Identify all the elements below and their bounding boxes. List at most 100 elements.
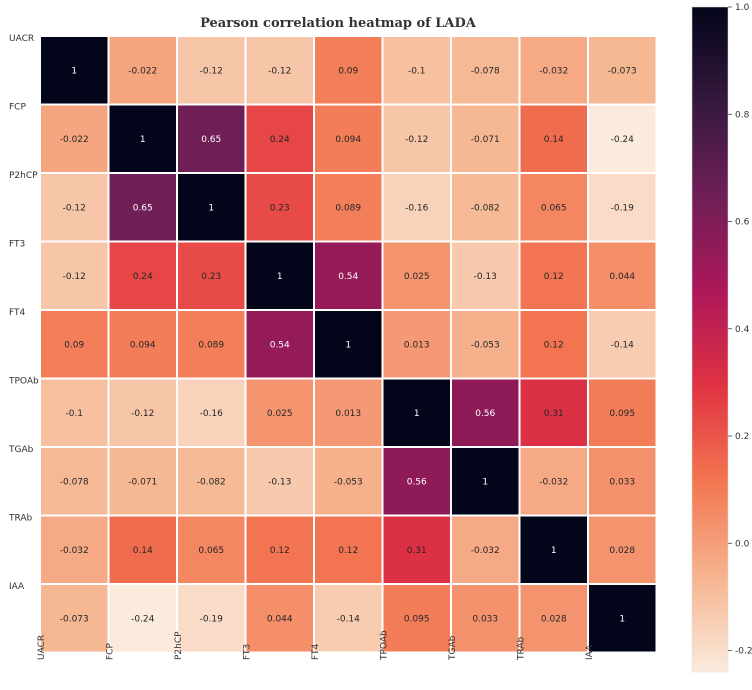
y-tick-label-FT3: FT3 bbox=[9, 240, 25, 250]
cell-value-label: -0.19 bbox=[611, 203, 635, 213]
heatmap-cell-FCP-TGAb bbox=[450, 103, 521, 174]
heatmap-cell-IAA-TGAb bbox=[450, 583, 521, 654]
cell-value-label: 0.013 bbox=[335, 409, 361, 419]
heatmap-cell-IAA-FT3 bbox=[244, 583, 315, 654]
cell-value-label: -0.12 bbox=[405, 135, 428, 145]
heatmap-cell-FT3-FT3 bbox=[244, 240, 315, 311]
cell-value-label: 0.23 bbox=[201, 272, 221, 282]
heatmap-cell-FCP-UACR bbox=[39, 103, 110, 174]
colorbar-tick-label: 0.8 bbox=[735, 110, 750, 120]
cell-value-label: 0.094 bbox=[335, 135, 361, 145]
x-tick-label-TGAb: TGAb bbox=[448, 635, 458, 661]
heatmap-cell-TGAb-FCP bbox=[107, 446, 178, 517]
x-tick-label-FCP: FCP bbox=[106, 643, 116, 660]
heatmap-cell-FCP-IAA bbox=[587, 103, 658, 174]
cell-value-label: 0.14 bbox=[133, 546, 153, 556]
cell-value-label: -0.13 bbox=[268, 477, 291, 487]
cell-value-label: -0.032 bbox=[471, 546, 500, 556]
y-tick-label-TRAb: TRAb bbox=[8, 514, 33, 524]
heatmap-cell-FCP-TRAb bbox=[518, 103, 589, 174]
cell-value-label: 0.044 bbox=[267, 614, 293, 624]
cell-value-label: 1 bbox=[619, 614, 625, 624]
x-axis-labels: UACR FCP P2hCP FT3 FT4 TPOAb TGAb TRAb IAA bbox=[37, 630, 595, 661]
heatmap-cell-UACR-FCP bbox=[107, 35, 178, 106]
heatmap-cell-P2hCP-P2hCP bbox=[176, 172, 247, 243]
heatmap-cell-IAA-IAA bbox=[587, 583, 658, 654]
x-tick-label-P2hCP: P2hCP bbox=[174, 631, 184, 660]
heatmap-cell-FT4-TPOAb bbox=[381, 309, 452, 380]
cell-value-label: -0.071 bbox=[471, 135, 500, 145]
cell-value-label: 1 bbox=[551, 546, 557, 556]
heatmap-cell-UACR-TPOAb bbox=[381, 35, 452, 106]
cell-value-label: -0.053 bbox=[334, 477, 363, 487]
cell-value-label: 0.56 bbox=[407, 477, 427, 487]
heatmap-cell-P2hCP-FT4 bbox=[313, 172, 384, 243]
heatmap-cell-TPOAb-P2hCP bbox=[176, 377, 247, 448]
cell-value-label: 0.31 bbox=[407, 546, 427, 556]
cell-value-label: 0.033 bbox=[609, 477, 635, 487]
heatmap-cell-TRAb-P2hCP bbox=[176, 514, 247, 585]
heatmap-cell-TGAb-FT4 bbox=[313, 446, 384, 517]
heatmap-cell-TPOAb-TPOAb bbox=[381, 377, 452, 448]
cell-value-label: 0.65 bbox=[201, 135, 221, 145]
heatmap-cell-TPOAb-FCP bbox=[107, 377, 178, 448]
heatmap-cell-TPOAb-FT3 bbox=[244, 377, 315, 448]
colorbar-tick-label: 0.6 bbox=[735, 218, 750, 228]
x-tick-label-FT4: FT4 bbox=[311, 643, 321, 660]
cell-value-label: -0.24 bbox=[131, 614, 155, 624]
cell-value-label: 0.14 bbox=[544, 135, 564, 145]
cell-value-label: 0.54 bbox=[270, 340, 290, 350]
x-tick-label-IAA: IAA bbox=[585, 644, 595, 660]
heatmap-cell-TRAb-UACR bbox=[39, 514, 110, 585]
x-tick-label-TRAb: TRAb bbox=[517, 636, 527, 661]
cell-value-label: 1 bbox=[277, 272, 283, 282]
cell-value-label: 0.028 bbox=[541, 614, 567, 624]
cell-value-label: 0.094 bbox=[130, 340, 156, 350]
heatmap-cell-UACR-UACR bbox=[39, 35, 110, 106]
heatmap-cells: 1 -0.022 -0.12 -0.12 0.09 -0.1 -0.078 -0.032 -0.… bbox=[39, 35, 658, 654]
cell-value-label: 1 bbox=[345, 340, 351, 350]
heatmap-cell-P2hCP-IAA bbox=[587, 172, 658, 243]
cell-value-label: -0.078 bbox=[471, 66, 500, 76]
cell-value-label: -0.14 bbox=[337, 614, 361, 624]
x-tick-label-TPOAb: TPOAb bbox=[380, 630, 390, 661]
cell-value-label: 0.09 bbox=[64, 340, 84, 350]
cell-value-label: -0.19 bbox=[200, 614, 224, 624]
y-tick-label-P2hCP: P2hCP bbox=[9, 171, 38, 181]
cell-value-label: -0.12 bbox=[200, 66, 223, 76]
y-tick-label-TPOAb: TPOAb bbox=[8, 377, 39, 387]
cell-value-label: -0.1 bbox=[408, 66, 426, 76]
heatmap-cell-FT4-IAA bbox=[587, 309, 658, 380]
x-tick-label-UACR: UACR bbox=[37, 635, 47, 660]
cell-value-label: -0.14 bbox=[611, 340, 635, 350]
cell-value-label: 0.23 bbox=[270, 203, 290, 213]
cell-value-label: 1 bbox=[71, 66, 77, 76]
cell-value-label: -0.12 bbox=[63, 272, 86, 282]
cell-value-label: 1 bbox=[414, 409, 420, 419]
heatmap-cell-FCP-P2hCP bbox=[176, 103, 247, 174]
cell-value-label: 0.044 bbox=[609, 272, 635, 282]
heatmap-cell-IAA-P2hCP bbox=[176, 583, 247, 654]
x-tick-label-FT3: FT3 bbox=[243, 644, 253, 660]
cell-value-label: 0.12 bbox=[338, 546, 358, 556]
cell-value-label: -0.022 bbox=[128, 66, 157, 76]
heatmap-cell-IAA-TPOAb bbox=[381, 583, 452, 654]
cell-value-label: 0.025 bbox=[404, 272, 430, 282]
cell-value-label: 0.028 bbox=[609, 546, 635, 556]
cell-value-label: -0.1 bbox=[65, 409, 83, 419]
colorbar bbox=[691, 6, 729, 673]
colorbar-tick-label: 0.0 bbox=[735, 539, 750, 549]
heatmap-cell-TRAb-IAA bbox=[587, 514, 658, 585]
cell-value-label: 0.24 bbox=[270, 135, 290, 145]
cell-value-label: -0.082 bbox=[197, 477, 226, 487]
y-tick-label-TGAb: TGAb bbox=[8, 445, 34, 455]
colorbar-tick-label: 0.2 bbox=[735, 432, 749, 442]
heatmap-cell-P2hCP-FT3 bbox=[244, 172, 315, 243]
heatmap-cell-TPOAb-TRAb bbox=[518, 377, 589, 448]
cell-value-label: 0.095 bbox=[404, 614, 430, 624]
heatmap-cell-TPOAb-UACR bbox=[39, 377, 110, 448]
cell-value-label: -0.032 bbox=[60, 546, 89, 556]
heatmap-cell-TPOAb-FT4 bbox=[313, 377, 384, 448]
cell-value-label: 0.033 bbox=[472, 614, 498, 624]
cell-value-label: 0.089 bbox=[198, 340, 224, 350]
